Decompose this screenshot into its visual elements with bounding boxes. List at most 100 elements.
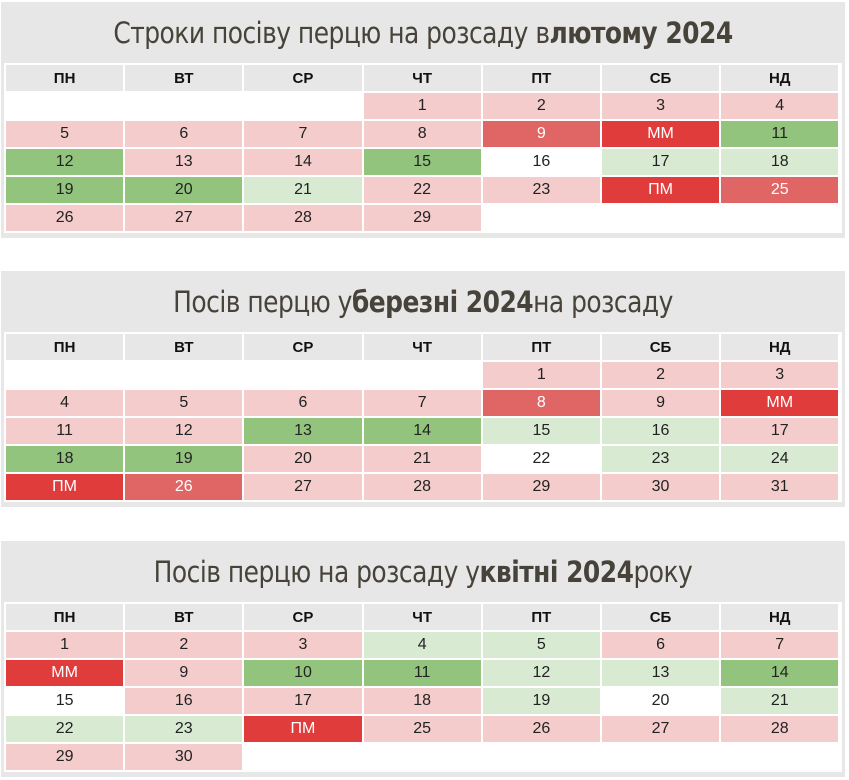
day-cell: 5 [482, 632, 600, 658]
day-cell: 5 [6, 121, 124, 147]
day-cell: 7 [244, 121, 362, 147]
day-cell: 29 [363, 205, 481, 231]
title-month-emphasis: березні 2024 [351, 284, 534, 319]
day-cell: 13 [125, 149, 243, 175]
calendar-march: Посів перцю у березні 2024 на розсаду ПН… [1, 271, 845, 507]
day-cell: 30 [601, 474, 720, 500]
title-text: Посів перцю у [173, 284, 352, 319]
empty-cell [244, 93, 362, 119]
weekday-header: ПТ [482, 65, 600, 91]
day-cell: 3 [721, 362, 839, 388]
empty-cell [125, 362, 243, 388]
day-cell: 15 [6, 688, 124, 714]
day-cell: 18 [721, 149, 839, 175]
empty-cell [601, 744, 720, 770]
day-cell: 28 [244, 205, 362, 231]
day-cell: 18 [363, 688, 481, 714]
day-cell: 19 [125, 446, 243, 472]
day-cell: 13 [244, 418, 362, 444]
empty-cell [721, 744, 839, 770]
day-cell: 30 [125, 744, 243, 770]
day-cell: ММ [6, 660, 124, 686]
weekday-header: ЧТ [363, 334, 481, 360]
day-cell: 23 [601, 446, 720, 472]
day-cell: 1 [363, 93, 481, 119]
day-cell: 24 [721, 446, 839, 472]
day-cell: 2 [601, 362, 720, 388]
calendar-grid: ПН ВТ СР ЧТ ПТ СБ НД 1 2 3 4 5 6 7 8 9 ММ 11 12 13 14 15 16 17 1… [6, 65, 840, 231]
day-cell: 26 [125, 474, 243, 500]
weekday-header: СБ [601, 604, 720, 630]
day-cell: 6 [601, 632, 720, 658]
day-cell: 14 [363, 418, 481, 444]
day-cell: 9 [601, 390, 720, 416]
day-cell: 4 [6, 390, 124, 416]
day-cell: 21 [721, 688, 839, 714]
day-cell: 3 [244, 632, 362, 658]
title-text: Строки посіву перцю на розсаду в [113, 15, 550, 50]
day-cell: 16 [482, 149, 600, 175]
day-cell: 22 [6, 716, 124, 742]
day-cell: 1 [482, 362, 600, 388]
day-cell: 7 [363, 390, 481, 416]
day-cell: 27 [244, 474, 362, 500]
day-cell: 2 [125, 632, 243, 658]
day-cell: 4 [721, 93, 839, 119]
title-month-emphasis: квітні 2024 [479, 554, 634, 589]
weekday-header: НД [721, 334, 839, 360]
day-cell: 18 [6, 446, 124, 472]
day-cell: 4 [363, 632, 481, 658]
weekday-header: ЧТ [363, 604, 481, 630]
day-cell: 23 [482, 177, 600, 203]
day-cell: 21 [363, 446, 481, 472]
day-cell: 11 [363, 660, 481, 686]
calendar-april: Посів перцю на розсаду у квітні 2024 рок… [1, 541, 845, 777]
calendar-february: Строки посіву перцю на розсаду в лютому … [1, 2, 845, 238]
day-cell: 21 [244, 177, 362, 203]
empty-cell [601, 205, 720, 231]
weekday-header: СР [244, 334, 362, 360]
weekday-header: НД [721, 65, 839, 91]
day-cell: 20 [125, 177, 243, 203]
calendar-title: Строки посіву перцю на розсаду в лютому … [60, 2, 786, 63]
weekday-header: ПН [6, 604, 124, 630]
day-cell: 26 [482, 716, 600, 742]
day-cell: 6 [125, 121, 243, 147]
weekday-header: ВТ [125, 334, 243, 360]
weekday-header: СР [244, 604, 362, 630]
day-cell: 29 [6, 744, 124, 770]
day-cell: 15 [482, 418, 600, 444]
day-cell: 25 [363, 716, 481, 742]
weekday-header: ВТ [125, 604, 243, 630]
day-cell: 8 [482, 390, 600, 416]
title-text: Посів перцю на розсаду у [153, 554, 480, 589]
day-cell: 17 [721, 418, 839, 444]
day-cell: 25 [721, 177, 839, 203]
title-month-emphasis: лютому 2024 [549, 15, 734, 50]
day-cell: 10 [244, 660, 362, 686]
weekday-header: НД [721, 604, 839, 630]
day-cell: 22 [482, 446, 600, 472]
weekday-header: ПТ [482, 334, 600, 360]
day-cell: ПМ [244, 716, 362, 742]
day-cell: 1 [6, 632, 124, 658]
day-cell: 12 [482, 660, 600, 686]
day-cell: 13 [601, 660, 720, 686]
day-cell: 20 [601, 688, 720, 714]
day-cell: 14 [721, 660, 839, 686]
day-cell: 14 [244, 149, 362, 175]
weekday-header: ПН [6, 334, 124, 360]
day-cell: 12 [6, 149, 124, 175]
empty-cell [6, 93, 124, 119]
day-cell: 6 [244, 390, 362, 416]
day-cell: 8 [363, 121, 481, 147]
weekday-header: ПТ [482, 604, 600, 630]
day-cell: 20 [244, 446, 362, 472]
day-cell: 31 [721, 474, 839, 500]
day-cell: 23 [125, 716, 243, 742]
day-cell: 11 [721, 121, 839, 147]
empty-cell [6, 362, 124, 388]
weekday-header: ВТ [125, 65, 243, 91]
title-text: на розсаду [533, 284, 673, 319]
day-cell: ММ [601, 121, 720, 147]
